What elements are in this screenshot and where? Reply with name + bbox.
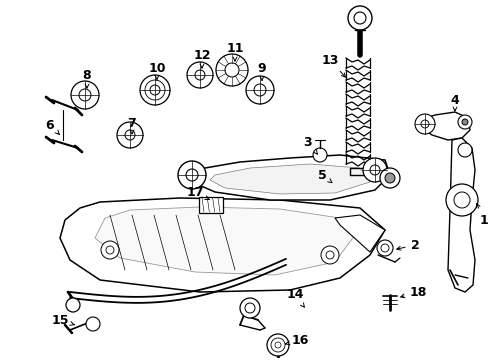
Circle shape <box>270 338 285 352</box>
Circle shape <box>71 81 99 109</box>
Circle shape <box>101 241 119 259</box>
Circle shape <box>178 161 205 189</box>
Circle shape <box>150 85 160 95</box>
Circle shape <box>461 119 467 125</box>
Circle shape <box>245 76 273 104</box>
Circle shape <box>320 246 338 264</box>
Circle shape <box>384 173 394 183</box>
Circle shape <box>376 240 392 256</box>
Circle shape <box>185 169 198 181</box>
Circle shape <box>145 80 164 100</box>
Circle shape <box>224 63 239 77</box>
Circle shape <box>453 192 469 208</box>
Polygon shape <box>447 138 474 292</box>
Polygon shape <box>334 215 384 252</box>
Circle shape <box>79 89 91 101</box>
Circle shape <box>420 120 428 128</box>
Circle shape <box>66 298 80 312</box>
Polygon shape <box>184 155 389 200</box>
Circle shape <box>244 303 254 313</box>
Circle shape <box>274 342 281 348</box>
Circle shape <box>369 165 379 175</box>
Polygon shape <box>209 164 369 194</box>
Circle shape <box>362 158 386 182</box>
Circle shape <box>186 62 213 88</box>
Circle shape <box>216 54 247 86</box>
Circle shape <box>312 148 326 162</box>
Circle shape <box>266 334 288 356</box>
Circle shape <box>253 84 265 96</box>
Text: 9: 9 <box>257 62 266 80</box>
Text: 3: 3 <box>303 135 317 154</box>
Text: 15: 15 <box>51 314 74 327</box>
Text: 10: 10 <box>148 62 165 80</box>
Circle shape <box>414 114 434 134</box>
Circle shape <box>117 122 142 148</box>
Circle shape <box>86 317 100 331</box>
Circle shape <box>380 244 388 252</box>
Circle shape <box>325 251 333 259</box>
Circle shape <box>379 168 399 188</box>
Circle shape <box>195 70 204 80</box>
Text: 11: 11 <box>226 41 243 61</box>
Text: 6: 6 <box>45 118 59 134</box>
Text: 2: 2 <box>396 239 419 252</box>
Text: 13: 13 <box>321 54 345 77</box>
Circle shape <box>457 143 471 157</box>
Text: 14: 14 <box>285 288 304 307</box>
Circle shape <box>125 130 135 140</box>
Text: 18: 18 <box>400 285 426 298</box>
Text: 8: 8 <box>82 68 91 88</box>
FancyBboxPatch shape <box>199 197 223 213</box>
Circle shape <box>353 12 365 24</box>
Circle shape <box>445 184 477 216</box>
Text: 16: 16 <box>285 333 308 346</box>
Text: 17: 17 <box>186 185 209 199</box>
Circle shape <box>457 115 471 129</box>
Text: 4: 4 <box>450 94 458 111</box>
Circle shape <box>347 6 371 30</box>
Polygon shape <box>419 112 469 140</box>
Circle shape <box>240 298 260 318</box>
Text: 1: 1 <box>475 203 488 226</box>
Polygon shape <box>95 207 354 275</box>
Text: 5: 5 <box>317 168 331 183</box>
Polygon shape <box>60 198 384 292</box>
Circle shape <box>106 246 114 254</box>
Text: 12: 12 <box>193 49 210 68</box>
Text: 7: 7 <box>127 117 136 134</box>
Circle shape <box>140 75 170 105</box>
